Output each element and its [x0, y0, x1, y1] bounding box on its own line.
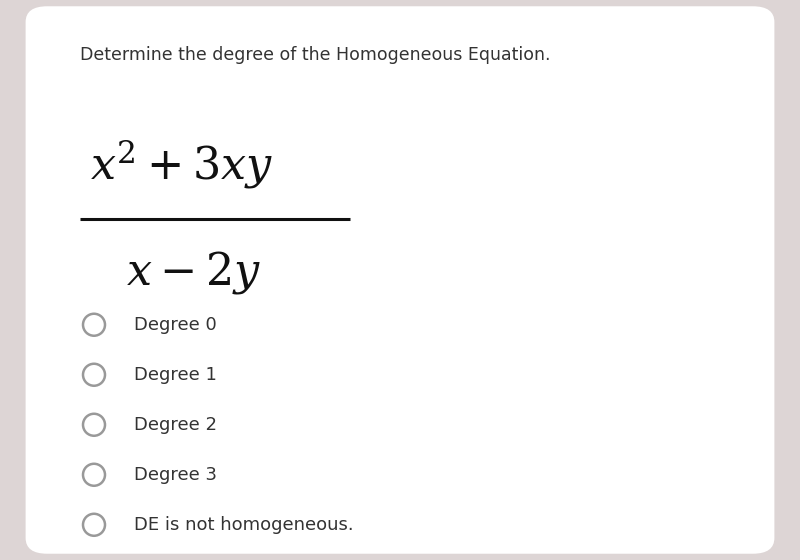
- Text: DE is not homogeneous.: DE is not homogeneous.: [134, 516, 354, 534]
- Text: $x^2 + 3xy$: $x^2 + 3xy$: [90, 138, 274, 190]
- FancyBboxPatch shape: [26, 6, 774, 554]
- Text: $x - 2y$: $x - 2y$: [126, 249, 262, 296]
- Text: Determine the degree of the Homogeneous Equation.: Determine the degree of the Homogeneous …: [79, 46, 550, 64]
- Text: Degree 1: Degree 1: [134, 366, 217, 384]
- Text: Degree 3: Degree 3: [134, 466, 217, 484]
- Text: Degree 2: Degree 2: [134, 416, 217, 434]
- Text: Degree 0: Degree 0: [134, 316, 216, 334]
